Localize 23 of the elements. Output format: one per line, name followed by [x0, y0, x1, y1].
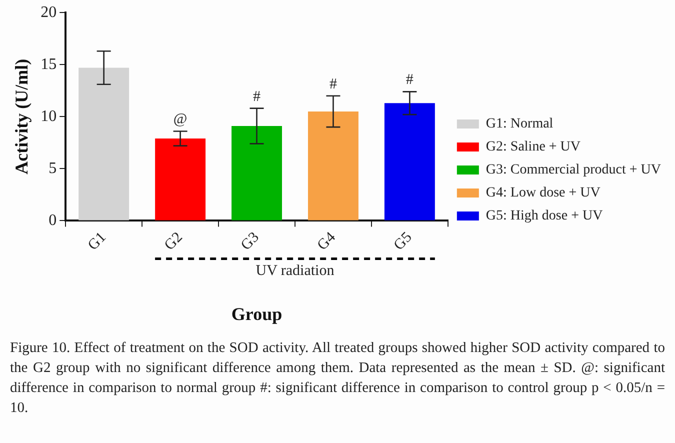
y-tick-label: 0: [48, 212, 57, 229]
data-label: #: [406, 72, 414, 88]
text: UV radiation: [256, 263, 335, 280]
legend-label: G3: Commercial product + UV: [486, 162, 662, 178]
caption: Figure 10. Effect of treatment on the SOD activity. All treated groups showed higher SOD activity compared to the G2 group with no significant difference among them. Data represented as the mean ± SD. @: significant difference in comparison to normal group #: significant difference in comparison to control group p < 0.05/n = 10.: [10, 339, 665, 418]
y-axis-title: Activity (U/ml): [11, 58, 32, 174]
legend-label: G2: Saline + UV: [486, 140, 581, 155]
x-tick-label: G2: [162, 229, 186, 254]
y-tick-label: 10: [40, 108, 57, 125]
y-tick-label: 15: [40, 56, 57, 73]
x-tick-label: G4: [314, 229, 340, 254]
x-tick-label: G3: [238, 229, 262, 254]
legend-label: G1: Normal: [486, 116, 554, 132]
data-label: @: [173, 112, 188, 128]
y-tick-label: 20: [40, 4, 57, 21]
y-tick-label: 5: [48, 160, 57, 177]
x-tick-label: G5: [391, 229, 416, 254]
data-label: #: [329, 76, 338, 92]
x-axis-title: Group: [231, 304, 282, 324]
legend-label: G4: Low dose + UV: [486, 186, 600, 201]
legend-label: G5: High dose + UV: [486, 208, 603, 224]
data-label: #: [253, 88, 262, 105]
x-tick-label: G1: [85, 229, 110, 254]
